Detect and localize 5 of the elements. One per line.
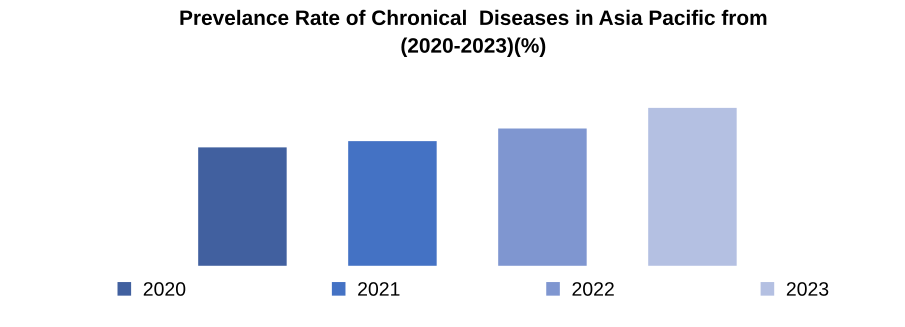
- legend-label: 2023: [786, 282, 828, 296]
- chart-title: Prevelance Rate of Chronical Diseases in Asia Pacific from (2020-2023)(%): [180, 10, 766, 57]
- legend-label: 2021: [358, 282, 400, 296]
- legend-label: 2020: [144, 282, 186, 296]
- legend-label: 2022: [572, 282, 614, 296]
